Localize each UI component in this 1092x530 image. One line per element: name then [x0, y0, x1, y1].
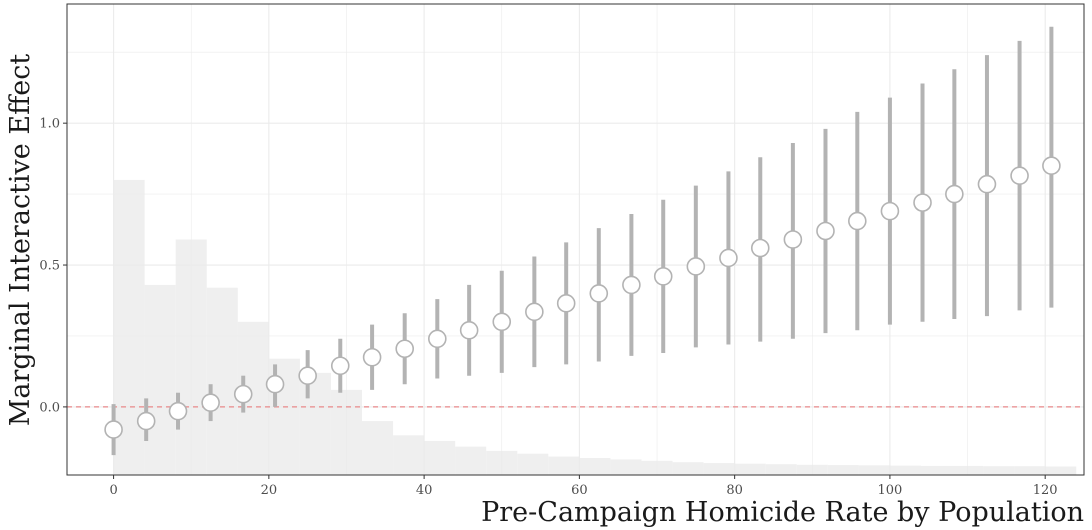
y-tick-label: 0.0	[39, 400, 60, 415]
histogram-bar	[734, 463, 766, 475]
y-tick-label: 0.5	[39, 259, 60, 274]
histogram-bar	[889, 465, 921, 475]
estimate-point	[201, 393, 220, 412]
estimate-point	[686, 257, 706, 276]
x-tick-label: 80	[726, 483, 743, 498]
histogram-bar	[144, 284, 176, 475]
histogram	[113, 179, 1077, 476]
estimate-point	[298, 366, 317, 385]
estimate-point	[589, 284, 609, 303]
estimate-point	[492, 312, 512, 332]
estimate-point	[622, 275, 641, 295]
estimate-point	[459, 320, 479, 340]
histogram-bar	[299, 372, 331, 475]
x-tick-label: 40	[416, 483, 433, 498]
x-axis-ticks: 0 20 40 60 80 100 120	[109, 475, 1058, 498]
x-tick-label: 100	[878, 483, 903, 498]
estimate-point	[1042, 156, 1061, 176]
x-tick-label: 120	[1033, 483, 1058, 498]
estimate-point	[136, 411, 156, 431]
histogram-bar	[393, 435, 425, 475]
estimate-point	[330, 356, 350, 376]
estimate-point	[913, 193, 932, 212]
estimate-point	[362, 347, 382, 367]
y-axis-ticks: 0.0 0.5 1.0	[39, 117, 67, 415]
estimate-point	[395, 339, 415, 359]
histogram-bar	[1014, 466, 1046, 475]
gridlines	[67, 4, 1084, 475]
estimate-point	[977, 174, 997, 194]
histogram-bar	[362, 421, 394, 475]
histogram-bar	[983, 466, 1015, 475]
histogram-bar	[206, 287, 238, 475]
estimate-point	[945, 184, 964, 204]
histogram-bar	[424, 440, 456, 475]
estimate-point	[719, 248, 738, 268]
estimate-point	[428, 329, 447, 349]
estimate-point	[265, 374, 285, 394]
histogram-bar	[548, 456, 580, 475]
x-axis-title: Pre-Campaign Homicide Rate by Population	[481, 497, 1084, 528]
histogram-bar	[517, 453, 549, 475]
histogram-bar	[672, 462, 704, 475]
histogram-bar	[455, 446, 487, 475]
x-tick-label: 60	[571, 483, 588, 498]
x-tick-label: 0	[109, 483, 117, 498]
histogram-bar	[920, 465, 953, 475]
histogram-bar	[579, 457, 611, 475]
estimate-point	[653, 267, 673, 286]
estimate-point	[556, 294, 576, 313]
estimate-point	[750, 238, 770, 258]
x-tick-label: 20	[261, 483, 278, 498]
histogram-bar	[827, 465, 859, 475]
estimate-point	[783, 230, 803, 249]
estimate-point	[525, 302, 544, 322]
estimate-point	[104, 420, 123, 439]
estimate-point	[1010, 166, 1029, 185]
histogram-bar	[765, 464, 797, 475]
estimate-point	[848, 211, 867, 231]
estimate-point	[816, 221, 835, 241]
panel-border	[66, 3, 1085, 476]
histogram-bar	[703, 463, 735, 475]
estimate-point	[168, 401, 188, 421]
y-axis-title: Marginal Interactive Effect	[5, 54, 36, 427]
histogram-bar	[1045, 466, 1077, 475]
estimate-point	[233, 384, 253, 404]
y-tick-label: 1.0	[39, 117, 60, 132]
histogram-bar	[610, 459, 642, 475]
histogram-bar	[858, 465, 890, 475]
estimate-point	[880, 201, 900, 221]
points	[104, 156, 1061, 439]
